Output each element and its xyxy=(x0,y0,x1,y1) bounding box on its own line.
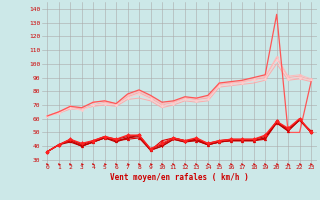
X-axis label: Vent moyen/en rafales ( km/h ): Vent moyen/en rafales ( km/h ) xyxy=(110,173,249,182)
